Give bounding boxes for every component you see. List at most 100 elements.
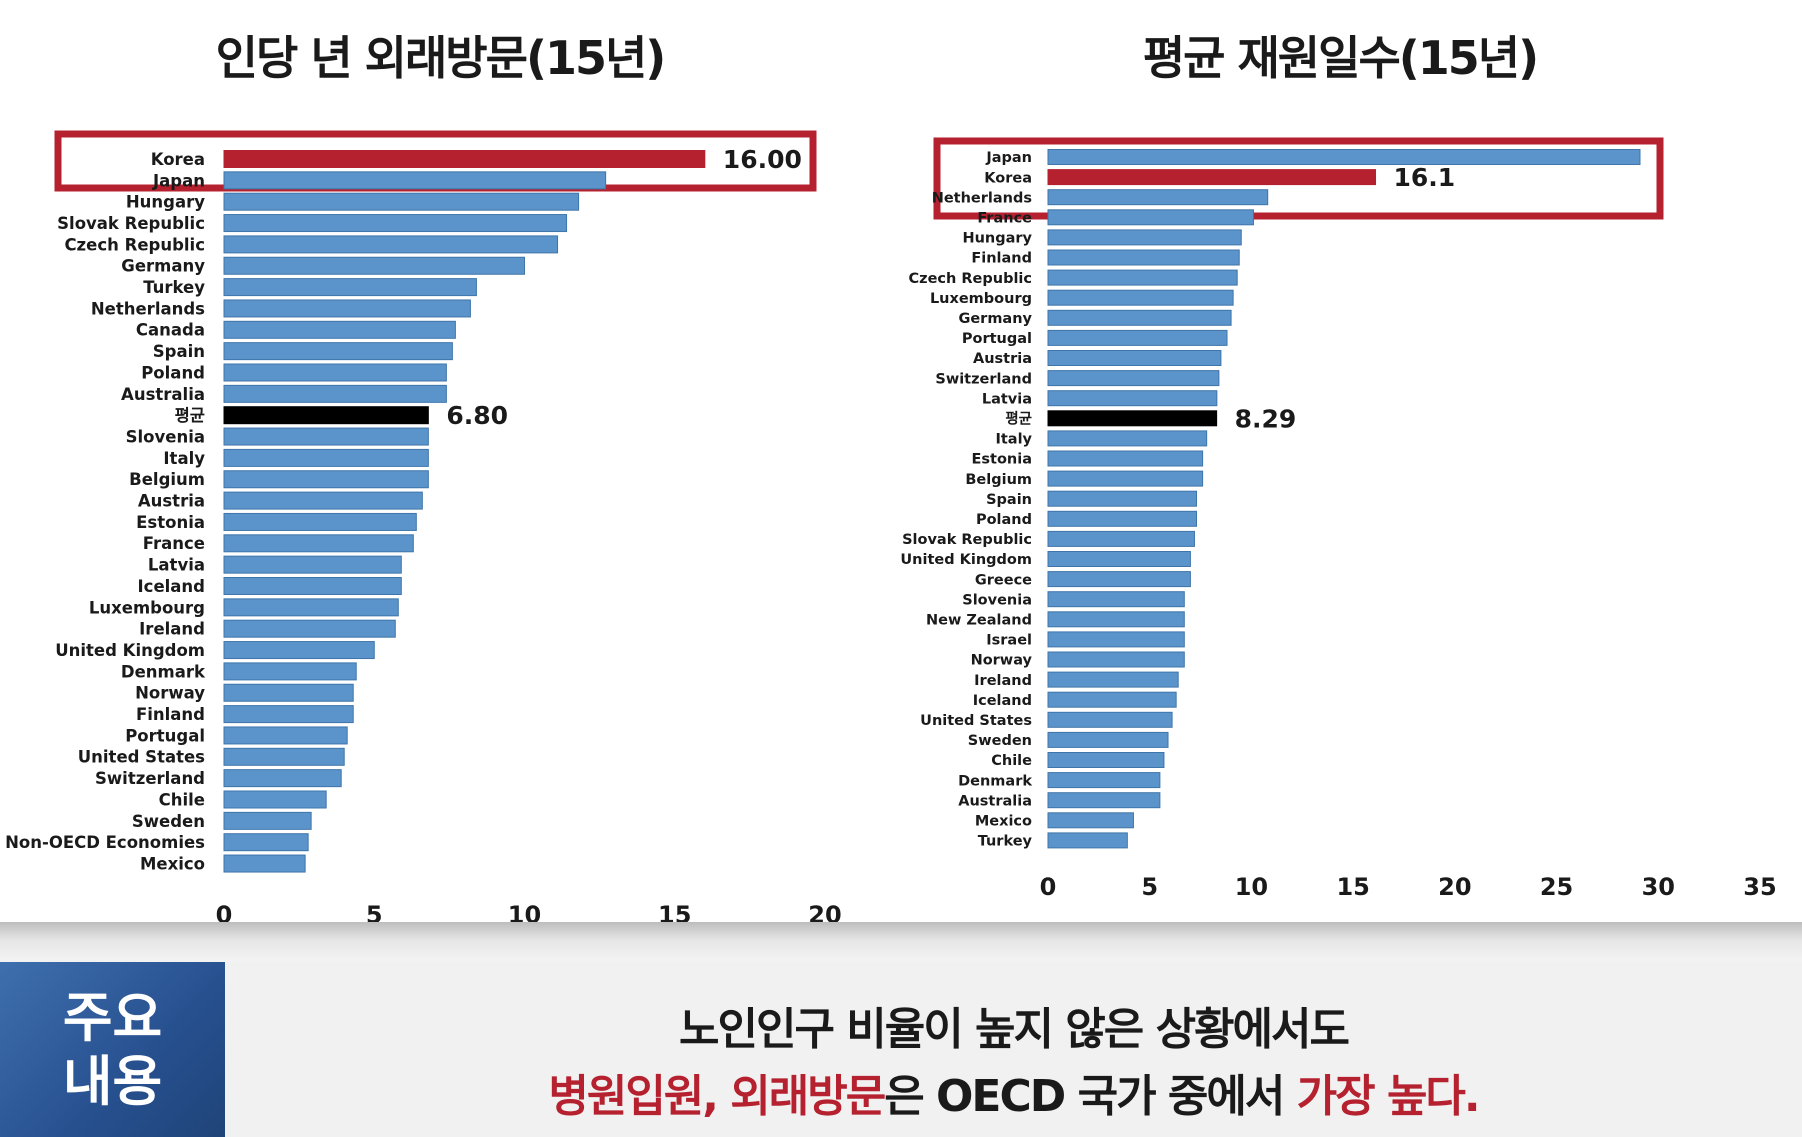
right-bar-estonia — [1047, 450, 1204, 467]
right-tick-5: 5 — [1141, 873, 1158, 901]
right-highlight-box — [933, 137, 1664, 220]
left-label-canada: Canada — [136, 321, 205, 340]
right-bar-slovenia — [1047, 591, 1185, 608]
left-bar-sweden — [223, 811, 312, 830]
left-label-australia: Australia — [121, 385, 205, 404]
right-bar-japan — [1047, 149, 1641, 165]
left-bar-germany — [223, 256, 525, 275]
left-bar-poland — [223, 363, 447, 382]
left-label-estonia: Estonia — [136, 513, 205, 532]
right-bar-austria — [1047, 350, 1222, 366]
left-bar-netherlands — [223, 299, 471, 318]
right-bar-germany — [1047, 309, 1232, 326]
right-tick-0: 0 — [1040, 873, 1057, 901]
left-bar-united-kingdom — [223, 641, 375, 660]
right-tick-10: 10 — [1235, 873, 1268, 901]
left-value-korea: 16.00 — [723, 145, 802, 174]
left-bar-ireland — [223, 619, 396, 638]
left-label-netherlands: Netherlands — [91, 299, 205, 318]
right-bar-norway — [1047, 651, 1185, 668]
right-bar-netherlands — [1047, 189, 1269, 206]
right-bar-ireland — [1047, 671, 1179, 688]
right-bar-united-kingdom — [1047, 551, 1191, 567]
right-label-italy: Italy — [995, 432, 1032, 448]
right-bar-average — [1047, 410, 1218, 427]
left-bar-luxembourg — [223, 598, 399, 617]
right-bar-korea — [1047, 169, 1377, 186]
right-chart-title: 평균 재원일수(15년) — [1142, 31, 1539, 85]
right-label-united-kingdom: United Kingdom — [900, 552, 1032, 568]
left-bar-belgium — [223, 470, 429, 489]
left-bar-finland — [223, 705, 354, 724]
right-bar-hungary — [1047, 229, 1242, 246]
left-bar-iceland — [223, 577, 402, 595]
summary-middle: 은 OECD 국가 중에서 — [884, 1071, 1297, 1122]
left-bar-canada — [223, 320, 456, 339]
right-tick-25: 25 — [1540, 873, 1573, 901]
right-label-spain: Spain — [986, 492, 1032, 508]
right-label-australia: Australia — [958, 793, 1032, 809]
right-label-turkey: Turkey — [978, 834, 1033, 850]
left-label-belgium: Belgium — [129, 470, 205, 489]
right-label-austria: Austria — [973, 351, 1032, 367]
left-label-chile: Chile — [159, 790, 205, 809]
right-label-slovak-republic: Slovak Republic — [902, 532, 1032, 548]
left-bar-portugal — [223, 726, 348, 745]
right-label-finland: Finland — [971, 251, 1032, 267]
right-label-norway: Norway — [971, 653, 1033, 669]
left-label-italy: Italy — [163, 449, 205, 468]
right-label-ireland: Ireland — [974, 673, 1032, 689]
left-bar-mexico — [223, 854, 306, 873]
right-bar-iceland — [1047, 691, 1177, 708]
left-bar-norway — [223, 683, 354, 702]
right-label-average: 평균 — [1005, 410, 1032, 428]
left-label-japan: Japan — [152, 171, 205, 190]
left-label-average: 평균 — [175, 406, 205, 425]
left-label-norway: Norway — [135, 684, 205, 703]
key-points-tag: 주요 내용 — [0, 962, 225, 1137]
summary-line-1: 노인인구 비율이 높지 않은 상황에서도 — [679, 1004, 1350, 1055]
left-label-portugal: Portugal — [125, 726, 205, 745]
right-label-sweden: Sweden — [968, 733, 1032, 749]
right-tick-35: 35 — [1743, 873, 1776, 901]
left-label-latvia: Latvia — [148, 556, 205, 575]
right-tick-15: 15 — [1336, 873, 1369, 901]
right-label-czech-republic: Czech Republic — [909, 271, 1033, 287]
left-label-united-kingdom: United Kingdom — [55, 641, 205, 660]
right-bar-latvia — [1047, 390, 1218, 407]
outpatient-visits-chart: Korea 16.00 Japan Hungary Slovak Republic Cze… — [5, 130, 842, 929]
right-label-korea: Korea — [984, 170, 1032, 186]
right-label-hungary: Hungary — [962, 231, 1032, 247]
summary-highlight-1: 병원입원, 외래방문 — [548, 1071, 886, 1122]
right-bar-australia — [1047, 792, 1161, 809]
right-bar-luxembourg — [1047, 289, 1234, 306]
left-bar-switzerland — [223, 769, 342, 788]
right-label-iceland: Iceland — [973, 693, 1032, 709]
left-bar-denmark — [223, 662, 357, 681]
left-label-mexico: Mexico — [140, 854, 205, 873]
left-label-non-oecd-economies: Non-OECD Economies — [5, 833, 205, 852]
right-bar-switzerland — [1047, 370, 1220, 387]
left-chart-title: 인당 년 외래방문(15년) — [215, 31, 667, 85]
right-value-average: 8.29 — [1235, 404, 1297, 433]
right-label-portugal: Portugal — [962, 331, 1032, 347]
left-label-austria: Austria — [138, 492, 205, 511]
left-label-united-states: United States — [78, 748, 205, 767]
right-bar-belgium — [1047, 470, 1204, 487]
right-label-france: France — [977, 211, 1032, 227]
left-bar-united-states — [223, 747, 345, 766]
left-bar-estonia — [223, 512, 417, 531]
right-bar-greece — [1047, 571, 1191, 588]
left-label-denmark: Denmark — [121, 662, 206, 681]
left-bar-italy — [223, 448, 429, 467]
right-label-belgium: Belgium — [965, 472, 1032, 488]
right-bar-sweden — [1047, 731, 1169, 748]
right-label-greece: Greece — [975, 572, 1032, 588]
right-bar-united-states — [1047, 711, 1173, 728]
left-bar-slovenia — [223, 427, 429, 446]
left-bar-czech-republic — [223, 235, 559, 254]
right-bar-slovak-republic — [1047, 530, 1195, 547]
right-bar-italy — [1047, 430, 1208, 447]
left-bar-latvia — [223, 555, 402, 574]
right-bar-turkey — [1047, 832, 1128, 849]
